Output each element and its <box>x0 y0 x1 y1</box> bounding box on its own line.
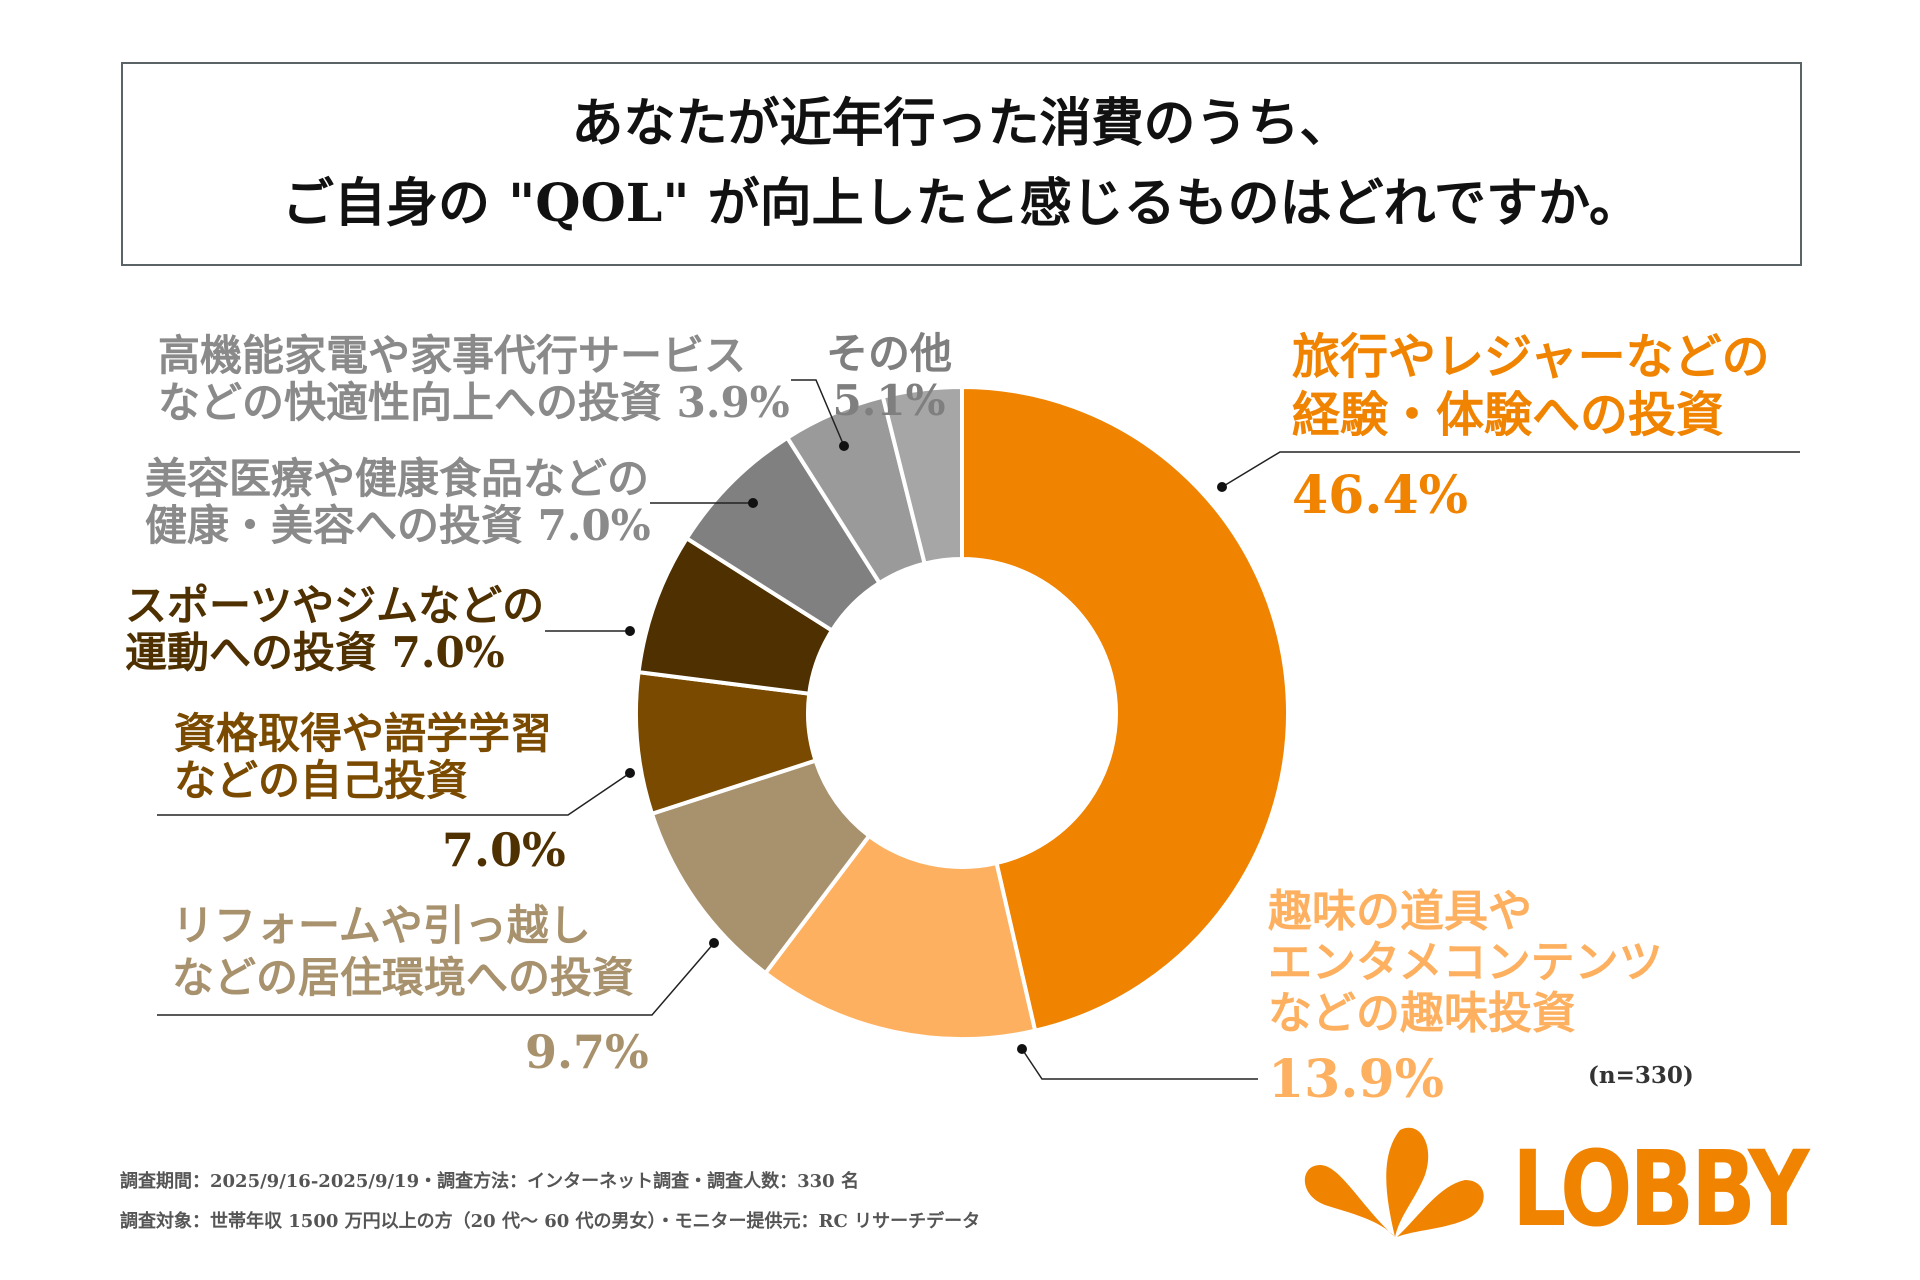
lobby-logo-mark <box>1304 1127 1484 1237</box>
value-health: 7.0% <box>537 501 651 550</box>
label-hobby-line-1: 趣味の道具や <box>1268 886 1532 937</box>
survey-footer: 調査期間：2025/9/16-2025/9/19・調査方法：インターネット調査・… <box>120 1162 980 1242</box>
label-travel-line-1: 旅行やレジャーなどの <box>1292 329 1770 385</box>
survey-target: 調査対象：世帯年収 1500 万円以上の方（20 代〜 60 代の男女）・モニタ… <box>120 1211 981 1232</box>
leader-line-other <box>791 379 845 447</box>
lobby-logo-text: LOBBY <box>1512 1128 1810 1250</box>
label-health-line-2: 健康・美容への投資 <box>145 501 524 550</box>
label-travel-line-2: 経験・体験への投資 <box>1292 387 1725 443</box>
label-other-line-1: その他 <box>826 329 953 378</box>
title-box: あなたが近年行った消費のうち、 ご自身の "QOL" が向上したと感じるものはど… <box>121 62 1802 266</box>
leader-line-travel <box>1221 451 1800 488</box>
label-health-line-1: 美容医療や健康食品などの <box>145 454 650 503</box>
label-health: 美容医療や健康食品などの 健康・美容への投資 7.0% <box>145 455 651 549</box>
leader-dot-health <box>748 498 758 508</box>
label-appliances-line-1: 高機能家電や家事代行サービス <box>158 331 747 380</box>
leader-dot-other <box>839 441 849 451</box>
label-other: その他 5.1% <box>826 330 952 424</box>
label-self-line-1: 資格取得や語学学習 <box>174 709 553 758</box>
leader-line-housing <box>157 942 715 1016</box>
label-housing-line-1: リフォームや引っ越し <box>172 901 591 950</box>
label-appliances-line-2: などの快適性向上への投資 <box>158 378 663 427</box>
label-travel: 旅行やレジャーなどの 経験・体験への投資 <box>1292 328 1770 444</box>
label-hobby-line-2: エンタメコンテンツ <box>1268 937 1663 988</box>
value-other: 5.1% <box>832 376 946 425</box>
label-housing-line-2: などの居住環境への投資 <box>172 953 635 1002</box>
survey-period-method: 調査期間：2025/9/16-2025/9/19・調査方法：インターネット調査・… <box>120 1171 859 1192</box>
label-hobby-line-3: などの趣味投資 <box>1268 988 1576 1039</box>
label-sports-line-1: スポーツやジムなどの <box>125 581 545 630</box>
title-line-1: あなたが近年行った消費のうち、 <box>571 93 1352 154</box>
leader-dot-housing <box>709 938 719 948</box>
value-travel: 46.4% <box>1292 465 1469 526</box>
label-appliances: 高機能家電や家事代行サービス などの快適性向上への投資 3.9% <box>158 332 790 426</box>
leader-line-hobby <box>1021 1048 1258 1080</box>
donut-slice-7 <box>880 384 964 567</box>
label-sports: スポーツやジムなどの 運動への投資 7.0% <box>125 582 544 676</box>
title-line-2: ご自身の "QOL" が向上したと感じるものはどれですか。 <box>282 173 1641 234</box>
label-hobby: 趣味の道具や エンタメコンテンツ などの趣味投資 <box>1268 886 1663 1039</box>
leader-dot-sports <box>625 626 635 636</box>
value-self-investment: 7.0% <box>442 823 566 877</box>
label-self-investment: 資格取得や語学学習 などの自己投資 <box>174 710 552 804</box>
value-hobby: 13.9% <box>1268 1049 1445 1110</box>
leader-line-self <box>157 772 631 816</box>
leader-dot-self <box>625 768 635 778</box>
label-housing: リフォームや引っ越し などの居住環境への投資 <box>172 900 634 1004</box>
value-housing: 9.7% <box>525 1025 649 1079</box>
value-sports: 7.0% <box>391 628 505 677</box>
value-appliances: 3.9% <box>676 378 790 427</box>
leader-dot-hobby <box>1017 1044 1027 1054</box>
sample-size-note: (n=330) <box>1588 1062 1694 1089</box>
label-self-line-2: などの自己投資 <box>174 756 469 805</box>
label-sports-line-2: 運動への投資 <box>125 628 378 677</box>
leader-dot-travel <box>1217 482 1227 492</box>
donut-slice-0 <box>960 384 1290 1034</box>
